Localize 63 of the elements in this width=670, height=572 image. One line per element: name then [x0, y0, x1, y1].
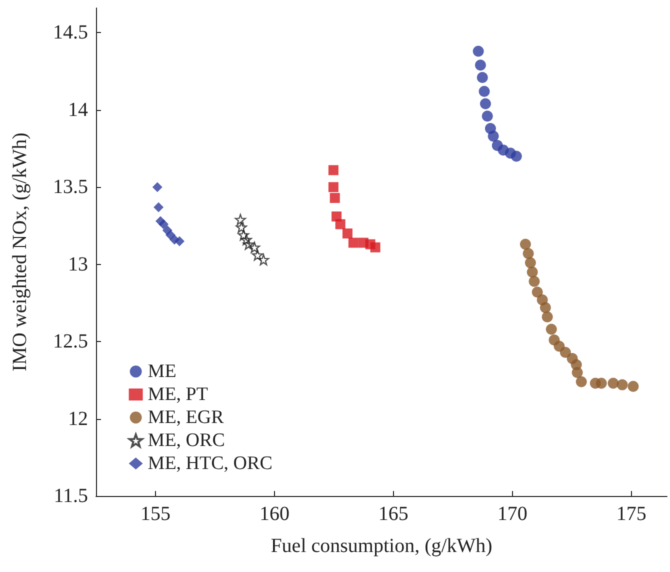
point [522, 248, 534, 260]
point [596, 378, 607, 389]
point [488, 130, 499, 142]
x-tick-label: 160 [259, 503, 290, 525]
point [560, 346, 571, 358]
y-tick-label: 14.5 [53, 22, 88, 44]
legend-label: ME, PT [148, 384, 208, 405]
y-tick-label: 14 [68, 98, 88, 121]
point [546, 324, 557, 335]
point [342, 228, 352, 238]
point [528, 276, 540, 287]
point [335, 219, 346, 230]
point [540, 302, 551, 314]
y-tick-label: 11.5 [54, 485, 88, 507]
point [572, 366, 583, 378]
point [238, 229, 250, 241]
point [370, 242, 380, 252]
point [174, 236, 185, 246]
point [152, 182, 162, 192]
legend-label: ME, EGR [148, 407, 224, 428]
point [532, 286, 543, 298]
point [542, 311, 553, 322]
point [330, 192, 340, 203]
point [248, 242, 260, 253]
x-tick-label: 165 [378, 503, 408, 525]
y-tick-label: 12.5 [53, 330, 88, 353]
point [482, 110, 493, 122]
point [234, 214, 246, 226]
point [608, 378, 619, 389]
point [616, 379, 628, 390]
point [472, 46, 484, 57]
x-tick-label: 175 [616, 503, 646, 525]
point [524, 257, 536, 268]
point [236, 222, 247, 233]
y-tick-label: 12 [68, 408, 88, 430]
legend-label: ME, HTC, ORC [148, 453, 272, 474]
point [476, 72, 488, 83]
legend-label: ME, ORC [148, 430, 225, 451]
x-tick-label: 155 [140, 503, 170, 525]
point [348, 238, 358, 248]
point [154, 202, 164, 212]
point [576, 376, 587, 388]
point [242, 238, 254, 250]
x-axis-title: Fuel consumption, (g/kWh) [270, 535, 492, 557]
y-tick-label: 13.5 [53, 176, 88, 198]
x-tick-label: 170 [497, 503, 528, 525]
point [158, 219, 169, 230]
point [480, 98, 491, 110]
point [520, 238, 531, 250]
point [328, 165, 338, 176]
point [252, 249, 264, 261]
point [328, 182, 338, 192]
legend-label: ME [148, 361, 176, 382]
y-axis-title: IMO weighted NOx, (g/kWh) [9, 132, 31, 372]
point [478, 86, 490, 97]
point [165, 230, 176, 240]
point [628, 380, 639, 392]
point [526, 266, 538, 278]
point [258, 254, 270, 266]
point [474, 60, 486, 71]
point [510, 150, 522, 162]
point [240, 234, 252, 246]
y-tick-label: 13 [68, 253, 88, 276]
